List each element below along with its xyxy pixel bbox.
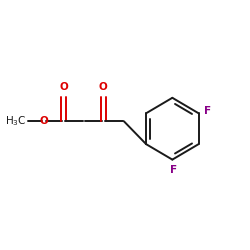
Text: H$_3$C: H$_3$C [6, 114, 27, 128]
Text: O: O [99, 82, 108, 92]
Text: O: O [59, 82, 68, 92]
Text: F: F [170, 165, 177, 175]
Text: F: F [204, 106, 211, 116]
Text: O: O [40, 116, 48, 126]
